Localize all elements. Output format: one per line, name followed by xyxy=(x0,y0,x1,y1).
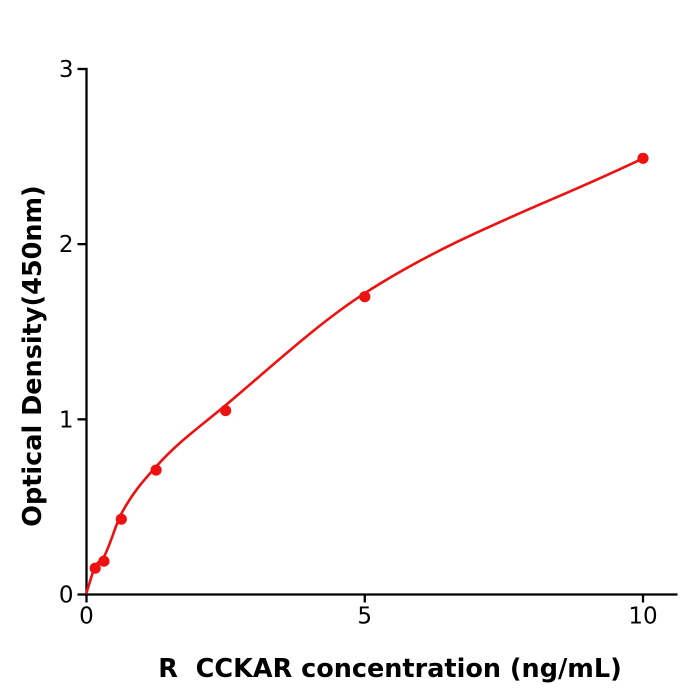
axes xyxy=(77,67,678,603)
x-tick-label: 10 xyxy=(628,604,657,630)
x-tick-label: 5 xyxy=(357,604,372,630)
y-tick-label: 2 xyxy=(59,232,74,258)
x-axis-title: R CCKAR concentration (ng/mL) xyxy=(158,654,621,684)
fitted-curve xyxy=(85,157,645,594)
data-point-marker xyxy=(98,555,110,567)
y-tick-label: 1 xyxy=(59,407,74,433)
y-tick-label: 0 xyxy=(59,583,74,609)
data-point-marker xyxy=(115,513,127,525)
axis-spines xyxy=(85,67,678,596)
y-tick-labels: 0 1 2 3 xyxy=(59,57,74,609)
data-point-marker xyxy=(359,291,371,303)
data-point-marker xyxy=(150,464,162,476)
data-point-marker xyxy=(637,152,649,164)
data-point-marker xyxy=(220,405,232,417)
fit-curve-line xyxy=(85,157,645,594)
y-tick-label: 3 xyxy=(59,57,74,83)
data-points xyxy=(89,152,649,574)
x-tick-label: 0 xyxy=(79,604,94,630)
x-tick-labels: 0 5 10 xyxy=(79,604,657,630)
y-axis-title: Optical Density(450nm) xyxy=(18,185,48,526)
data-point-marker xyxy=(89,562,101,574)
